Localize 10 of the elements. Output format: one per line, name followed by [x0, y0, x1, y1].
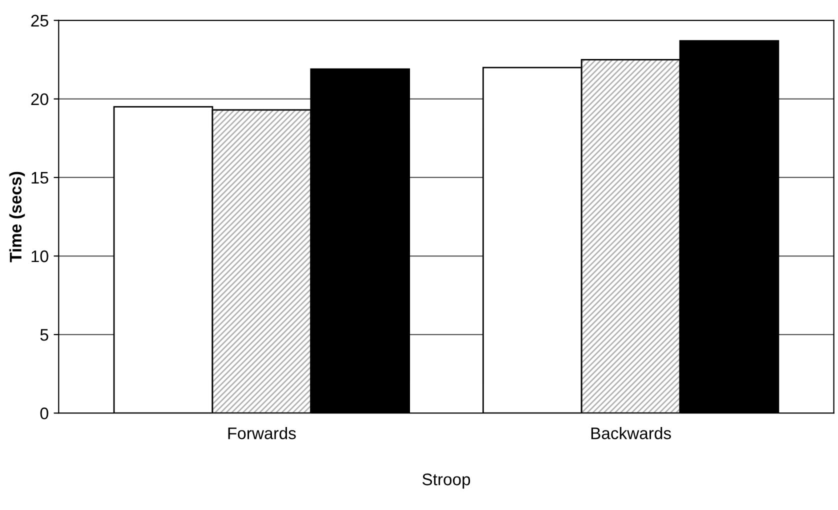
- y-tick-label: 10: [32, 250, 48, 262]
- y-tick-label: 5: [40, 329, 48, 341]
- y-tick-label: 20: [31, 93, 48, 106]
- y-axis-title: Time (secs): [9, 172, 25, 262]
- x-tick-label: Backwards: [591, 426, 671, 440]
- y-tick-label: 25: [31, 14, 48, 27]
- y-tick-label: 0: [40, 408, 48, 420]
- x-tick-label: Forwards: [228, 426, 296, 440]
- x-axis-title: Stroop: [422, 474, 470, 489]
- y-tick-label: 15: [32, 172, 48, 184]
